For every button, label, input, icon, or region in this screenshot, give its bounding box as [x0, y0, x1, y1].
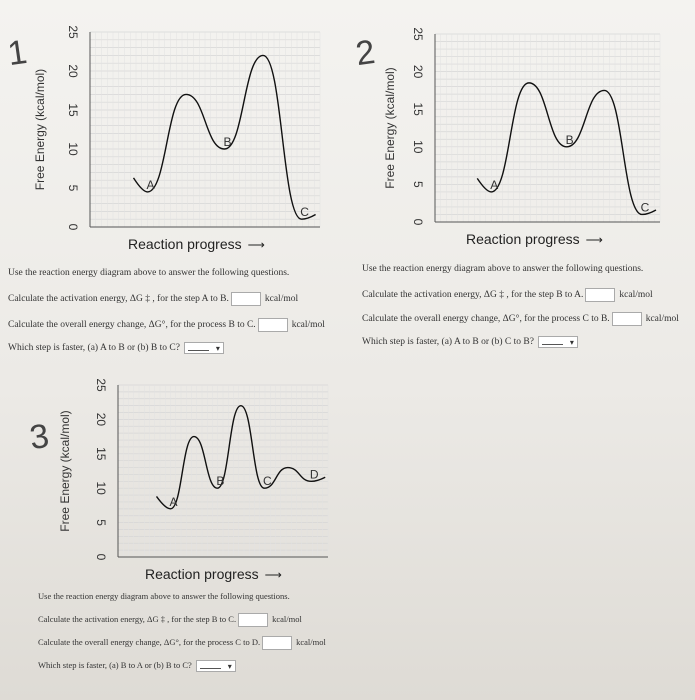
panel-number: 3	[27, 416, 52, 458]
y-tick-label: 15	[411, 103, 425, 117]
state-label: A	[169, 495, 177, 509]
y-axis-label: Free Energy (kcal/mol)	[33, 69, 47, 190]
y-tick-label: 5	[411, 181, 425, 188]
energy-diagram-chart: 0 5 10 15 20 25 Free Energy (kcal/mol) A B C	[383, 27, 661, 226]
answer-input[interactable]	[230, 292, 261, 306]
question-faster: Which step is faster, (a) B to A or (b) …	[38, 660, 236, 673]
answer-input[interactable]	[262, 636, 293, 650]
y-tick-label: 0	[66, 224, 80, 231]
question-intro: Use the reaction energy diagram above to…	[8, 268, 290, 278]
y-tick-label: 10	[66, 142, 80, 156]
answer-input[interactable]	[611, 312, 642, 326]
answer-input[interactable]	[585, 288, 616, 302]
energy-curve	[132, 54, 316, 220]
x-axis-label: Reaction progress ⟶	[128, 236, 265, 252]
state-label: C	[300, 205, 309, 219]
question-overall: Calculate the overall energy change, ΔG°…	[8, 318, 325, 332]
answer-select[interactable]: ▾	[537, 336, 578, 348]
state-label: C	[263, 474, 272, 488]
y-tick-label: 20	[94, 413, 108, 427]
question-intro: Use the reaction energy diagram above to…	[362, 264, 644, 274]
y-tick-label: 25	[411, 27, 425, 41]
question-activation: Calculate the activation energy, ΔG ‡ , …	[362, 288, 653, 302]
energy-diagram-chart: 0 5 10 15 20 25 Free Energy (kcal/mol) A B C D	[58, 378, 329, 561]
y-tick-label: 25	[66, 25, 80, 39]
y-axis-label: Free Energy (kcal/mol)	[383, 67, 397, 188]
state-label: B	[216, 474, 224, 488]
energy-diagram-chart: 0 5 10 15 20 25 Free Energy (kcal/mol) A B C	[33, 25, 321, 231]
state-label: A	[146, 178, 154, 192]
arrow-right-icon: ⟶	[247, 238, 265, 252]
answer-select[interactable]: ▾	[183, 342, 224, 354]
state-label: D	[310, 467, 319, 481]
question-intro: Use the reaction energy diagram above to…	[38, 591, 290, 601]
x-axis-label: Reaction progress ⟶	[466, 231, 603, 247]
state-label: C	[641, 200, 650, 214]
panel-number: 1	[5, 32, 30, 74]
y-tick-label: 0	[411, 219, 425, 226]
answer-input[interactable]	[238, 613, 269, 627]
y-tick-label: 20	[411, 65, 425, 79]
y-tick-label: 0	[94, 554, 108, 561]
question-faster: Which step is faster, (a) A to B or (b) …	[362, 336, 578, 348]
answer-select[interactable]: ▾	[195, 660, 236, 673]
y-tick-label: 25	[94, 378, 108, 392]
y-axis-label: Free Energy (kcal/mol)	[58, 410, 72, 531]
y-tick-label: 20	[66, 64, 80, 78]
panel-number: 2	[353, 32, 378, 74]
state-label: B	[224, 135, 232, 149]
answer-input[interactable]	[257, 318, 288, 332]
energy-curve	[155, 404, 326, 510]
y-tick-label: 15	[94, 447, 108, 461]
question-activation: Calculate the activation energy, ΔG ‡ , …	[8, 292, 298, 306]
question-activation: Calculate the activation energy, ΔG ‡ , …	[38, 613, 302, 627]
state-label: B	[566, 133, 574, 147]
energy-curve	[476, 82, 657, 216]
y-tick-label: 5	[94, 519, 108, 526]
question-faster: Which step is faster, (a) A to B or (b) …	[8, 342, 224, 354]
x-axis-label: Reaction progress ⟶	[145, 566, 282, 582]
arrow-right-icon: ⟶	[264, 568, 282, 582]
arrow-right-icon: ⟶	[585, 233, 603, 247]
y-tick-label: 5	[66, 185, 80, 192]
y-tick-label: 10	[411, 140, 425, 154]
y-tick-label: 15	[66, 103, 80, 117]
question-overall: Calculate the overall energy change, ΔG°…	[362, 312, 679, 326]
y-tick-label: 10	[94, 482, 108, 496]
question-overall: Calculate the overall energy change, ΔG°…	[38, 636, 326, 650]
state-label: A	[490, 178, 498, 192]
